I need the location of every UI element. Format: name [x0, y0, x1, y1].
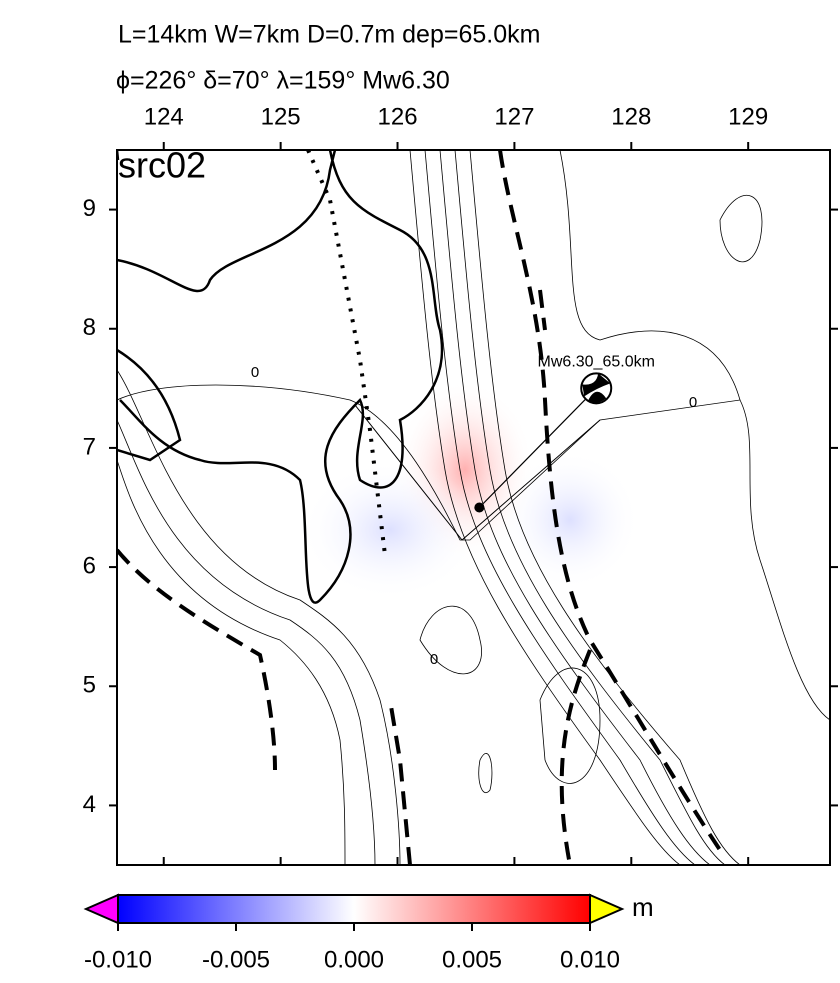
colorbar-label: m [632, 892, 654, 922]
y-tick-label: 5 [83, 672, 96, 699]
map-frame [116, 149, 831, 866]
x-tick-label: 127 [494, 103, 534, 130]
subsidence-shade [500, 450, 640, 590]
y-tick-label: 6 [83, 552, 96, 579]
colorbar [117, 894, 591, 924]
x-tick-label: 124 [144, 103, 184, 130]
bathymetry-contours [117, 150, 830, 865]
colorbar-tick-label: -0.010 [84, 946, 152, 973]
x-tick-label: 129 [728, 103, 768, 130]
map-area [117, 150, 830, 865]
fault-plane [354, 404, 601, 541]
y-tick-label: 8 [83, 314, 96, 341]
colorbar-tick-label: 0.000 [324, 946, 384, 973]
mechanism-label: Mw6.30_65.0km [538, 354, 655, 371]
colorbar-high-arrow [589, 893, 625, 925]
fault-trace [306, 150, 387, 556]
coastline [117, 150, 444, 604]
colorbar-low-arrow [83, 893, 119, 925]
y-tick-label: 4 [83, 791, 96, 818]
mechanism-leader [478, 387, 597, 508]
y-tick-label: 9 [83, 195, 96, 222]
colorbar-tick-label: 0.005 [442, 946, 502, 973]
y-tick-label: 7 [83, 433, 96, 460]
focal-mechanism-quadrant [582, 373, 611, 397]
epicenter [474, 502, 485, 513]
panel-label: src02 [118, 145, 206, 186]
subtitle: ϕ=226° δ=70° λ=159° Mw6.30 [116, 67, 450, 95]
x-tick-label: 125 [261, 103, 301, 130]
x-tick-label: 128 [611, 103, 651, 130]
title: L=14km W=7km D=0.7m dep=65.0km [118, 21, 540, 49]
focal-mechanism-quadrant [588, 391, 607, 403]
x-tick-label: 126 [378, 103, 418, 130]
trench-line [117, 150, 722, 865]
colorbar-tick-label: 0.010 [560, 946, 620, 973]
subsidence-shade [300, 460, 480, 600]
contour-label: 0 [689, 394, 697, 411]
colorbar-tick-label: -0.005 [202, 946, 270, 973]
contour-label: 0 [251, 364, 259, 381]
contour-label: 0 [430, 651, 438, 668]
